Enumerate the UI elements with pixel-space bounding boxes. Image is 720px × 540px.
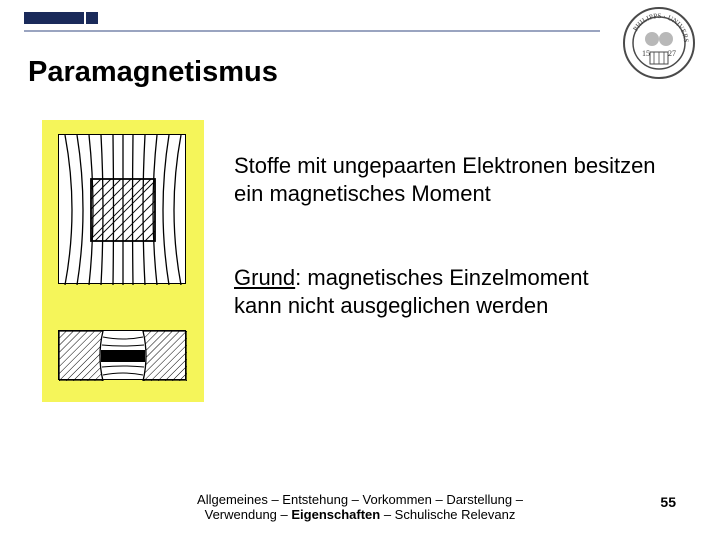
magnet-gap-panel — [58, 330, 186, 380]
header-divider-line — [24, 30, 600, 32]
body-text-2: Grund: magnetisches Einzelmoment kann ni… — [234, 264, 634, 319]
footer-line-2a: Verwendung – — [205, 507, 292, 522]
svg-text:15: 15 — [642, 49, 650, 58]
footer-line-2c: – Schulische Relevanz — [380, 507, 515, 522]
svg-text:27: 27 — [668, 49, 676, 58]
field-lines-panel — [58, 134, 186, 284]
footer-current-section: Eigenschaften — [291, 507, 380, 522]
footer-line-1: Allgemeines – Entstehung – Vorkommen – D… — [197, 492, 523, 507]
reason-label: Grund — [234, 265, 295, 290]
slide-title: Paramagnetismus — [28, 56, 278, 89]
paramagnetism-figure — [42, 120, 204, 402]
header-accent-bar — [24, 12, 84, 24]
breadcrumb-footer: Allgemeines – Entstehung – Vorkommen – D… — [140, 492, 580, 522]
body-text-1: Stoffe mit ungepaarten Elektronen besitz… — [234, 152, 674, 207]
page-number: 55 — [660, 494, 676, 510]
university-seal-logo: PHILIPPS · UNIVERSITÄT 15 27 — [622, 6, 696, 80]
